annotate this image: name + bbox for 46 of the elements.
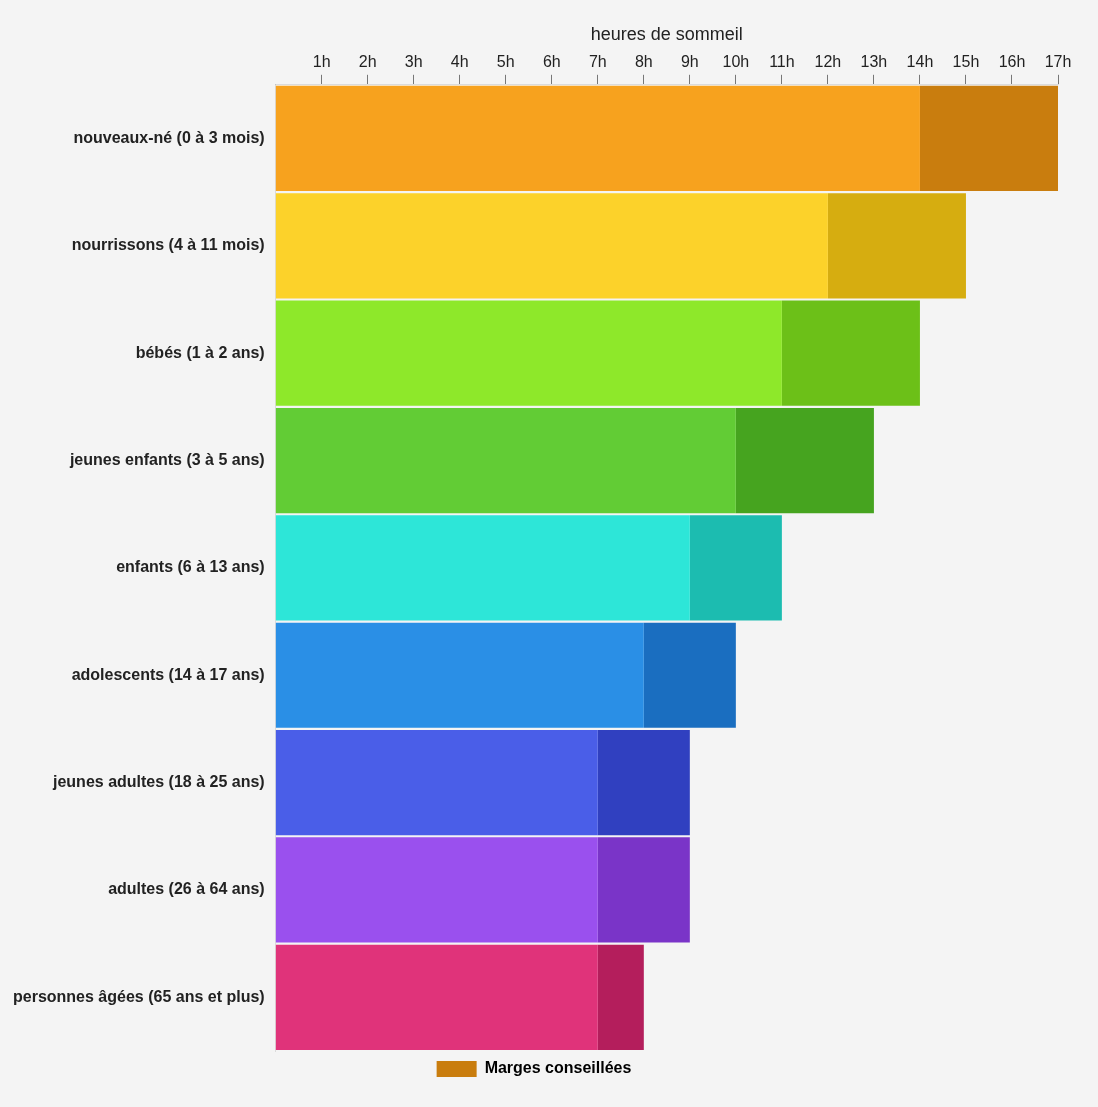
y-tick-label: enfants (6 à 13 ans) bbox=[116, 558, 265, 576]
bar bbox=[275, 300, 782, 406]
y-tick-label: adolescents (14 à 17 ans) bbox=[71, 665, 265, 683]
y-tick-label: jeunes adultes (18 à 25 ans) bbox=[51, 773, 265, 791]
bar bbox=[781, 300, 920, 406]
bar bbox=[275, 944, 598, 1050]
y-tick-label: adultes (26 à 64 ans) bbox=[108, 880, 265, 898]
x-tick-label: 7h bbox=[588, 52, 607, 70]
x-tick-label: 6h bbox=[542, 52, 561, 70]
x-tick-label: 5h bbox=[496, 52, 515, 70]
bar bbox=[275, 85, 920, 192]
bar bbox=[597, 944, 644, 1050]
x-tick-label: 4h bbox=[450, 52, 469, 70]
x-tick-label: 12h bbox=[814, 52, 842, 70]
bar bbox=[735, 407, 874, 514]
x-tick-label: 8h bbox=[634, 52, 653, 70]
bar bbox=[643, 622, 736, 728]
bar bbox=[275, 730, 598, 836]
legend-label: Marges conseillées bbox=[484, 1059, 632, 1077]
y-tick-label: nourrissons (4 à 11 mois) bbox=[71, 236, 265, 254]
y-tick-label: personnes âgées (65 ans et plus) bbox=[12, 987, 265, 1005]
bar bbox=[597, 837, 690, 943]
x-tick-label: 9h bbox=[680, 52, 699, 70]
x-axis-title: heures de sommeil bbox=[590, 23, 743, 44]
x-tick-label: 2h bbox=[358, 52, 377, 70]
x-tick-label: 16h bbox=[998, 52, 1026, 70]
x-tick-label: 14h bbox=[906, 52, 934, 70]
x-tick-label: 13h bbox=[860, 52, 888, 70]
bar bbox=[827, 193, 966, 299]
x-tick-label: 3h bbox=[404, 52, 423, 70]
bar bbox=[275, 407, 736, 514]
x-tick-label: 15h bbox=[952, 52, 980, 70]
y-tick-label: jeunes enfants (3 à 5 ans) bbox=[68, 450, 265, 468]
bar bbox=[275, 622, 644, 728]
x-tick-label: 11h bbox=[769, 52, 795, 70]
bar bbox=[689, 515, 782, 621]
y-tick-label: bébés (1 à 2 ans) bbox=[135, 343, 265, 361]
x-tick-label: 17h bbox=[1044, 52, 1072, 70]
bar bbox=[919, 85, 1058, 192]
y-tick-label: nouveaux-né (0 à 3 mois) bbox=[73, 128, 265, 146]
bar bbox=[275, 515, 690, 621]
x-tick-label: 1h bbox=[312, 52, 331, 70]
x-tick-label: 10h bbox=[722, 52, 750, 70]
bar bbox=[275, 837, 598, 943]
bar bbox=[597, 730, 690, 836]
bar bbox=[275, 193, 828, 299]
